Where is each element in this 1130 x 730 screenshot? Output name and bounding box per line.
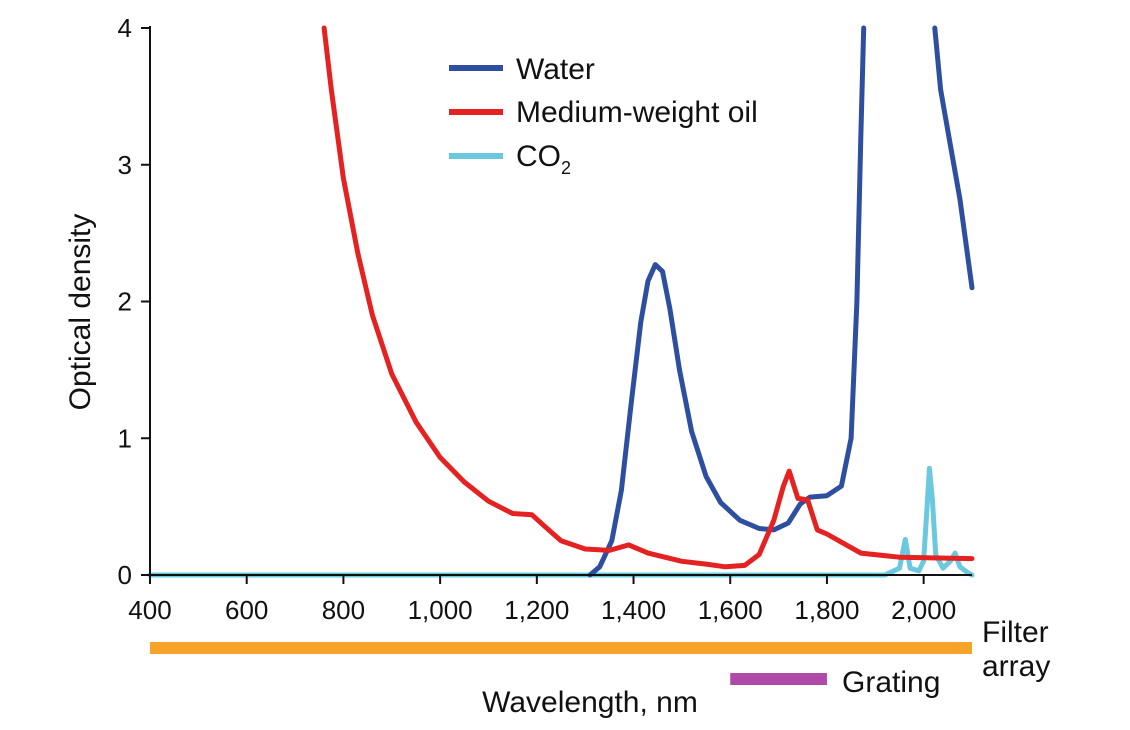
x-tick-label: 400 — [128, 595, 171, 625]
legend-label-co2-subscript: 2 — [561, 158, 571, 178]
x-axis-title: Wavelength, nm — [482, 686, 698, 719]
x-tick-label: 1,800 — [794, 595, 859, 625]
y-tick-label: 2 — [118, 287, 132, 317]
x-tick-label: 1,200 — [504, 595, 569, 625]
water-curve-tail — [932, 25, 975, 291]
legend-label-co2: CO2 — [516, 140, 571, 178]
legend: Water Medium-weight oil CO2 — [449, 53, 758, 178]
x-tick-label: 2,000 — [891, 595, 956, 625]
legend-label-co2-text: CO — [516, 140, 561, 173]
x-tick-label: 800 — [322, 595, 365, 625]
filter-array-label-line1: Filter — [982, 616, 1049, 649]
x-tick-label: 1,600 — [698, 595, 763, 625]
y-axis-title: Optical density — [64, 214, 97, 411]
y-tick-label: 1 — [118, 423, 132, 453]
y-tick-label: 4 — [118, 13, 132, 43]
x-tick-label: 600 — [225, 595, 268, 625]
x-tick-label: 1,400 — [601, 595, 666, 625]
x-tick-label: 1,000 — [408, 595, 473, 625]
y-tick-label: 3 — [118, 150, 132, 180]
legend-label-water: Water — [516, 53, 595, 86]
water-curve — [587, 25, 867, 578]
oil-curve — [321, 25, 975, 570]
filter-array-label-line2: array — [982, 650, 1050, 683]
legend-label-oil: Medium-weight oil — [516, 96, 758, 129]
series-layer — [147, 25, 975, 578]
wavelength-ranges — [150, 642, 972, 685]
ticks-layer: 400 600 800 1,000 1,200 1,400 1,600 1,800 2,000 0… — [118, 13, 957, 625]
y-tick-label: 0 — [118, 560, 132, 590]
grating-label: Grating — [842, 666, 940, 699]
co2-curve — [147, 465, 975, 578]
